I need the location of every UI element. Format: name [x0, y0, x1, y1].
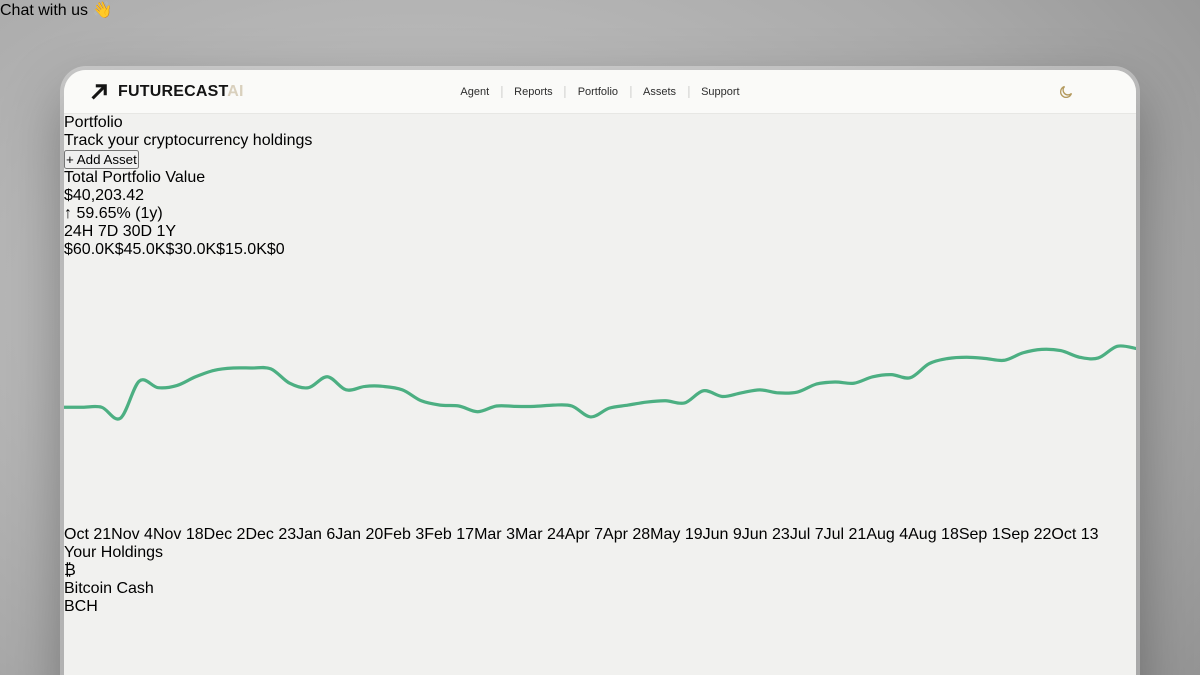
x-axis-tick: Mar 3: [474, 525, 515, 543]
x-axis-tick: Oct 13: [1051, 525, 1099, 543]
chat-with-us-button[interactable]: Chat with us 👋: [0, 2, 113, 19]
time-range-selector: 24H 7D 30D 1Y: [64, 223, 1136, 241]
x-axis-tick: Jul 21: [823, 525, 867, 543]
page-subtitle: Track your cryptocurrency holdings: [64, 132, 313, 149]
chart-plot-area[interactable]: [64, 259, 1136, 526]
x-axis-tick: Jun 23: [741, 525, 790, 543]
add-asset-label: Add Asset: [76, 152, 137, 167]
x-axis-tick: Aug 18: [908, 525, 959, 543]
x-axis-tick: Jun 9: [702, 525, 742, 543]
app-window: FUTURECASTAI Agent Reports Portfolio Ass…: [64, 70, 1136, 675]
main-nav: Agent Reports Portfolio Assets Support: [460, 85, 740, 98]
range-1y[interactable]: 1Y: [156, 223, 177, 240]
x-axis-tick: Apr 28: [603, 525, 651, 543]
range-30d[interactable]: 30D: [122, 223, 153, 240]
x-axis-tick: Oct 21: [64, 525, 112, 543]
logo-accent: AI: [227, 82, 244, 100]
x-axis-tick: Aug 4: [866, 525, 909, 543]
add-asset-button[interactable]: + Add Asset: [64, 150, 139, 169]
x-axis-tick: Dec 2: [203, 525, 246, 543]
x-axis-tick: Apr 7: [564, 525, 604, 543]
x-axis-tick: Jan 20: [335, 525, 384, 543]
page-title: Portfolio: [64, 114, 123, 131]
logo-arrow-icon: [91, 83, 107, 100]
portfolio-change-badge: ↑ 59.65% (1y): [64, 205, 163, 222]
chart-svg: [64, 344, 1136, 421]
x-axis-tick: Nov 4: [111, 525, 153, 543]
app-header: FUTURECASTAI Agent Reports Portfolio Ass…: [64, 70, 1136, 114]
x-axis-tick: Jan 6: [296, 525, 336, 543]
coin-symbol: BCH: [64, 597, 98, 615]
plus-icon: +: [66, 152, 74, 167]
page-title-block: Portfolio Track your cryptocurrency hold…: [64, 114, 1136, 150]
x-axis-tick: Sep 1: [958, 525, 1001, 543]
holdings-section-title: Your Holdings: [64, 543, 164, 561]
holding-card-bch[interactable]: ₿ Bitcoin Cash BCH AI Score: -1: [64, 562, 1136, 675]
chart-y-axis: $60.0K$45.0K$30.0K$15.0K$0: [64, 241, 1136, 259]
total-portfolio-value-label: Total Portfolio Value: [64, 169, 206, 186]
nav-divider: [688, 85, 690, 98]
nav-item-portfolio[interactable]: Portfolio: [577, 85, 619, 98]
logo[interactable]: FUTURECASTAI: [88, 81, 244, 103]
coin-icon-bch: ₿: [64, 561, 76, 579]
chart-x-axis: Oct 21Nov 4Nov 18Dec 2Dec 23Jan 6Jan 20F…: [64, 526, 1136, 544]
nav-divider: [630, 85, 632, 98]
nav-divider: [501, 85, 503, 98]
nav-item-agent[interactable]: Agent: [460, 85, 490, 98]
x-axis-tick: Sep 22: [1000, 525, 1052, 543]
main-content: Portfolio Track your cryptocurrency hold…: [64, 114, 1136, 675]
range-24h[interactable]: 24H: [64, 223, 94, 240]
y-axis-tick: $0: [266, 241, 285, 258]
portfolio-value-card: Total Portfolio Value $40,203.42 ↑ 59.65…: [64, 169, 1136, 544]
user-avatar[interactable]: [1088, 79, 1114, 105]
holdings-list: ₿ Bitcoin Cash BCH AI Score: -1: [64, 562, 1136, 675]
y-axis-tick: $15.0K: [216, 241, 267, 258]
x-axis-tick: Jul 7: [789, 525, 824, 543]
y-axis-tick: $30.0K: [165, 241, 217, 258]
y-axis-tick: $60.0K: [64, 241, 115, 258]
total-portfolio-value: $40,203.42: [64, 187, 145, 204]
dark-mode-toggle-moon-icon[interactable]: [1058, 84, 1074, 100]
nav-item-support[interactable]: Support: [701, 85, 740, 98]
nav-item-assets[interactable]: Assets: [643, 85, 677, 98]
edit-icon[interactable]: [64, 616, 1136, 675]
x-axis-tick: May 19: [650, 525, 703, 543]
logo-text: FUTURECASTAI: [118, 82, 244, 100]
portfolio-chart-line: [64, 344, 1136, 421]
nav-divider: [564, 85, 566, 98]
nav-item-reports[interactable]: Reports: [514, 85, 553, 98]
page-header: Portfolio Track your cryptocurrency hold…: [64, 114, 1136, 169]
coin-name: Bitcoin Cash: [64, 579, 154, 597]
x-axis-tick: Dec 23: [245, 525, 297, 543]
x-axis-tick: Feb 17: [424, 525, 475, 543]
x-axis-tick: Mar 24: [514, 525, 565, 543]
header-actions: [1058, 79, 1114, 105]
range-7d[interactable]: 7D: [97, 223, 119, 240]
x-axis-tick: Nov 18: [152, 525, 204, 543]
y-axis-tick: $45.0K: [114, 241, 166, 258]
x-axis-tick: Feb 3: [383, 525, 425, 543]
portfolio-chart: $60.0K$45.0K$30.0K$15.0K$0 Oct 21Nov 4No…: [64, 241, 1136, 544]
